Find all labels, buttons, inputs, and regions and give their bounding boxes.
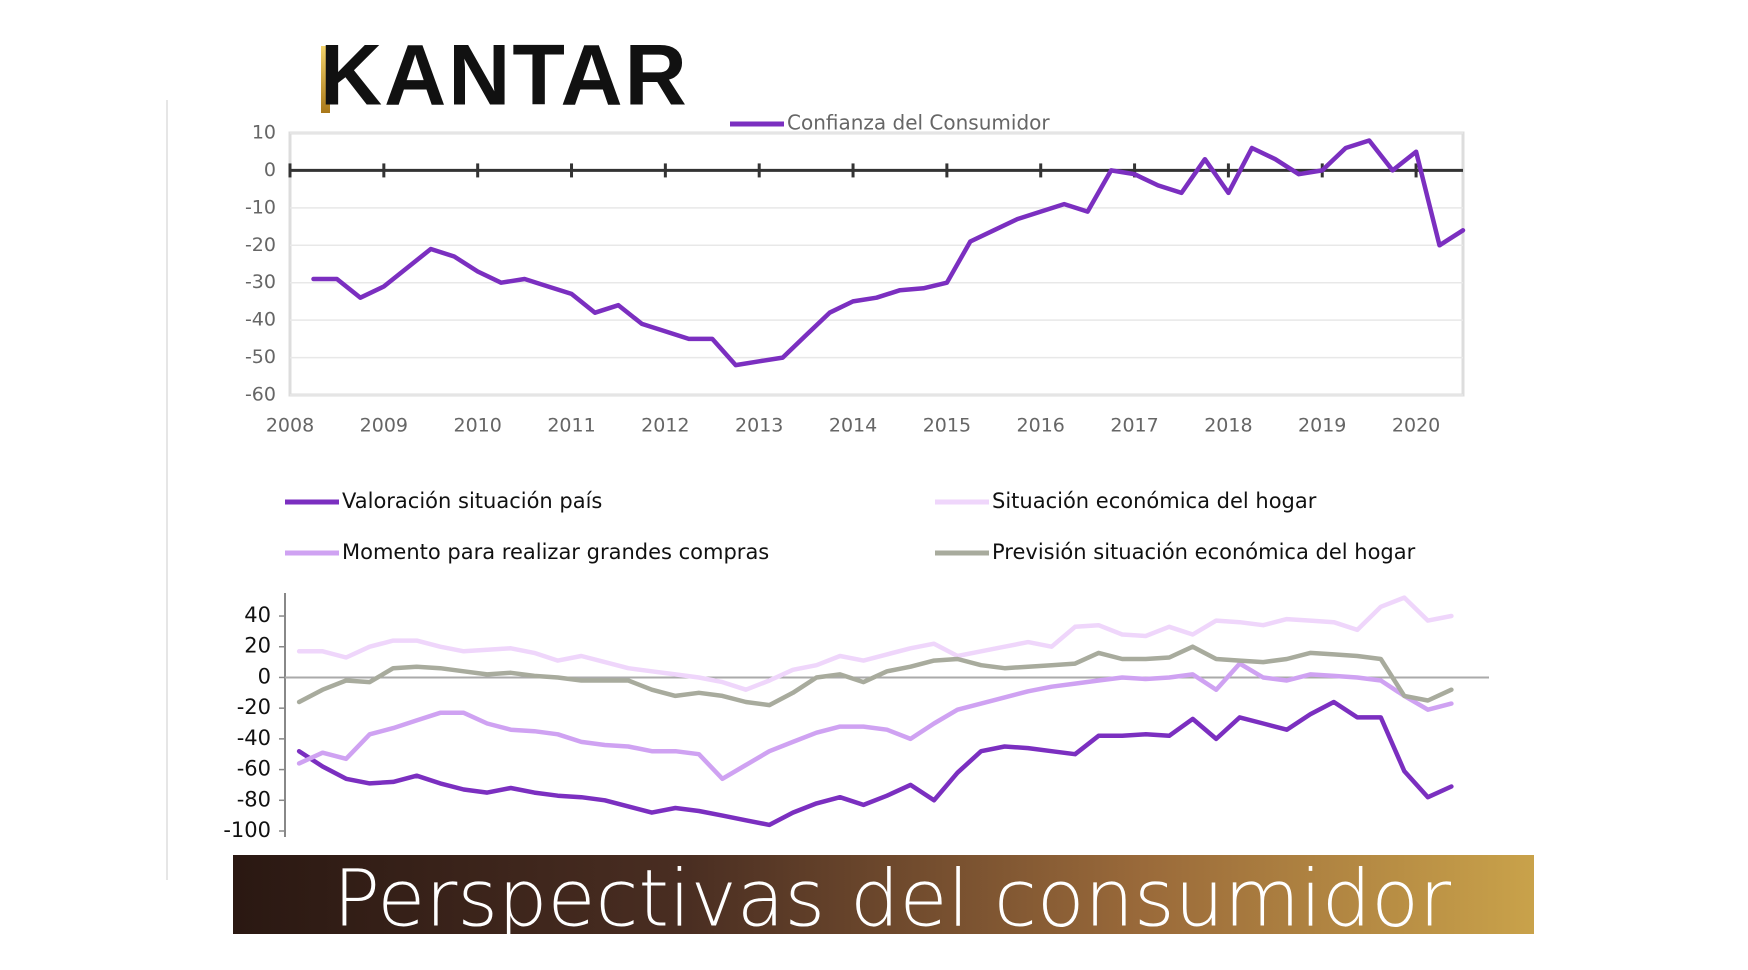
y-tick-label: 0 <box>264 159 276 181</box>
series-line <box>296 644 1454 708</box>
chart-bottom: -100 -80 -60 -40 -20 0 20 40 Valoración situació… <box>223 489 1489 842</box>
legend-label: Momento para realizar grandes compras <box>342 540 769 564</box>
series-line <box>296 699 1454 828</box>
x-tick-label: 2018 <box>1204 415 1252 437</box>
x-tick-label: 2009 <box>360 415 408 437</box>
logo-mark <box>321 46 330 113</box>
series-line <box>296 595 1454 692</box>
x-tick-label: 2013 <box>735 415 783 437</box>
y-tick-label: 40 <box>244 603 271 627</box>
y-tick-label: -100 <box>223 818 271 842</box>
y-tick-label: -40 <box>245 309 276 331</box>
x-tick-label: 2015 <box>923 415 971 437</box>
chart-top: -60 -50 -40 -30 -20 -10 0 10 2008 2009 2010 2011 201… <box>245 111 1466 437</box>
y-tick-label: -30 <box>245 271 276 293</box>
x-tick-label: 2016 <box>1017 415 1065 437</box>
y-tick-label: -20 <box>245 234 276 256</box>
y-tick-label: -40 <box>237 726 271 750</box>
legend-label: Previsión situación económica del hogar <box>992 540 1416 564</box>
x-tick-label: 2014 <box>829 415 877 437</box>
x-tick-label: 2020 <box>1392 415 1440 437</box>
series-line <box>311 138 1466 368</box>
legend-label: Confianza del Consumidor <box>787 111 1050 135</box>
y-tick-label: -10 <box>245 196 276 218</box>
y-tick-label: -60 <box>237 757 271 781</box>
x-tick-label: 2019 <box>1298 415 1346 437</box>
banner <box>233 855 1534 934</box>
x-tick-label: 2017 <box>1110 415 1158 437</box>
y-tick-label: -80 <box>237 787 271 811</box>
x-tick-label: 2008 <box>266 415 314 437</box>
x-tick-label: 2011 <box>547 415 595 437</box>
banner-text: Perspectivas del consumidor <box>333 855 1451 945</box>
logo: KANTAR <box>320 28 689 124</box>
y-tick-label: -20 <box>237 695 271 719</box>
x-tick-label: 2010 <box>454 415 502 437</box>
legend-label: Valoración situación país <box>342 489 602 513</box>
y-tick-label: -50 <box>245 346 276 368</box>
legend-label: Situación económica del hogar <box>992 489 1317 513</box>
series-line <box>296 661 1454 782</box>
y-tick-label: 10 <box>252 122 276 144</box>
x-tick-label: 2012 <box>641 415 689 437</box>
y-tick-label: 0 <box>258 664 271 688</box>
y-tick-label: 20 <box>244 634 271 658</box>
y-tick-label: -60 <box>245 384 276 406</box>
